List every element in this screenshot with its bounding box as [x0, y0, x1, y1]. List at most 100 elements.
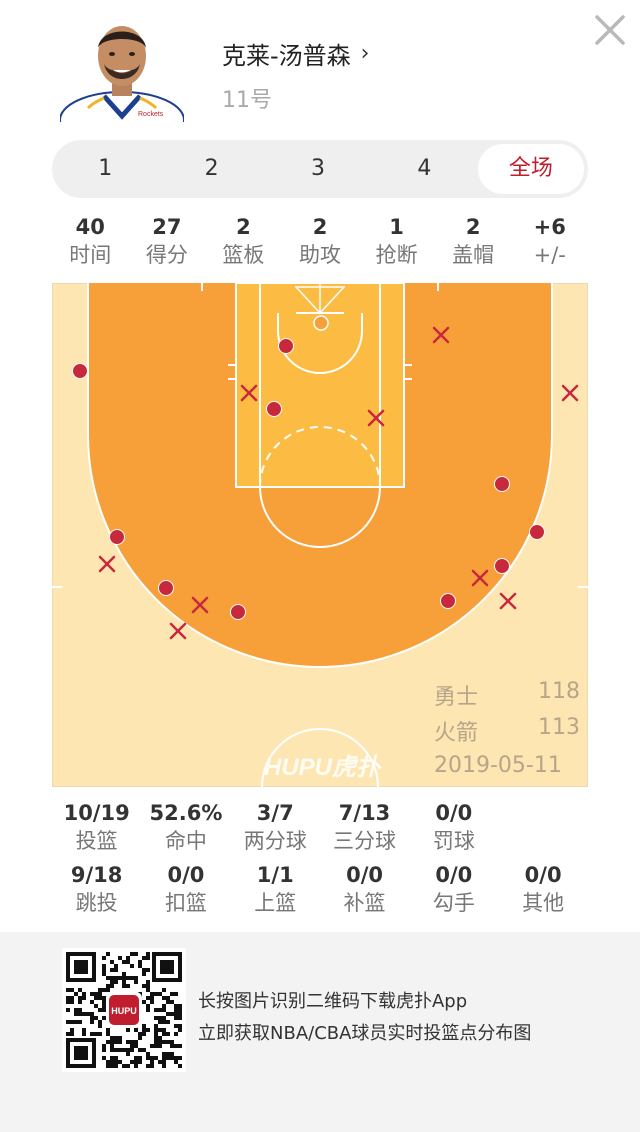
player-name-link[interactable]: 克莱-汤普森 ›: [222, 36, 369, 71]
stat-value: 2: [312, 215, 328, 239]
hupu-logo-icon: [109, 995, 139, 1025]
stat-label: 时间: [69, 243, 112, 267]
stat-points: 27 得分: [129, 214, 206, 270]
shot-markers: [72, 326, 579, 640]
made-shot-marker: [278, 338, 294, 354]
stat-blocks: 2 盖帽: [435, 214, 512, 270]
stat-label: 两分球: [243, 829, 307, 853]
stat-value: 0/0: [167, 863, 205, 887]
missed-shot-marker: [432, 326, 450, 344]
download-footer: HUPU 长按图片识别二维码下载虎扑App 立即获取NBA/CBA球员实时投篮点…: [0, 932, 640, 1132]
made-shot-marker: [109, 529, 125, 545]
stat-value: 1: [389, 215, 404, 239]
made-shot-marker: [72, 363, 88, 379]
made-shot-marker: [494, 558, 510, 574]
stat-minutes: 40 时间: [52, 214, 129, 270]
stat-label: 助攻: [299, 243, 342, 267]
stat-label: +/-: [533, 243, 566, 267]
missed-shot-marker: [499, 592, 517, 610]
shooting-row-2: 9/18 跳投 0/0 扣篮 1/1 上篮 0/0 补篮 0/0 勾手 0/0 其他: [52, 862, 588, 918]
missed-shot-marker: [471, 569, 489, 587]
stat-value: 2: [465, 215, 481, 239]
missed-shot-marker: [367, 409, 385, 427]
stat-2pt: 3/7 两分球: [231, 800, 320, 856]
shooting-row-1: 10/19 投篮 52.6% 命中 3/7 两分球 7/13 三分球 0/0 罚球: [52, 800, 588, 856]
stat-dunk: 0/0 扣篮: [141, 862, 230, 918]
stat-fg: 10/19 投篮: [52, 800, 141, 856]
qr-image: HUPU: [62, 948, 186, 1072]
team2-name: 火箭: [434, 721, 479, 746]
player-name: 克莱-汤普森: [222, 42, 351, 70]
stat-value: 7/13: [338, 801, 391, 825]
stat-3pt: 7/13 三分球: [320, 800, 409, 856]
promo-line-1: 长按图片识别二维码下载虎扑App: [198, 991, 468, 1012]
team2-score: 113: [538, 715, 580, 740]
court-svg: HUPU虎扑: [52, 283, 588, 787]
made-shot-marker: [494, 476, 510, 492]
qr-logo-text: HUPU: [111, 1006, 137, 1016]
stat-label: 扣篮: [164, 891, 207, 915]
shot-chart: HUPU虎扑 勇士 118 火箭 113 2019-05-11: [52, 283, 588, 787]
stat-label: 其他: [522, 891, 565, 915]
stat-steals: 1 抢断: [358, 214, 435, 270]
stat-layup: 1/1 上篮: [231, 862, 320, 918]
team1-score: 118: [538, 679, 580, 704]
stat-hook: 0/0 勾手: [409, 862, 498, 918]
stat-value: +6: [533, 215, 566, 239]
rim: [313, 315, 329, 331]
stat-value: 27: [152, 215, 182, 239]
stat-jumpshot: 9/18 跳投: [52, 862, 141, 918]
chevron-right-icon: ›: [360, 41, 370, 66]
stat-label: 三分球: [333, 829, 397, 853]
tab-full-game[interactable]: 全场: [477, 144, 585, 194]
missed-shot-marker: [191, 596, 209, 614]
missed-shot-marker: [169, 622, 187, 640]
player-header: Rockets 克莱-汤普森 › 11号: [0, 0, 640, 130]
shooting-stats: 10/19 投篮 52.6% 命中 3/7 两分球 7/13 三分球 0/0 罚球 9/1…: [52, 800, 588, 924]
missed-shot-marker: [561, 384, 579, 402]
player-number: 11号: [222, 88, 272, 113]
summary-stats: 40 时间 27 得分 2 篮板 2 助攻 1 抢断 2 盖帽 +6 +/-: [52, 214, 588, 270]
stat-value: 9/18: [70, 863, 123, 887]
stat-value: 1/1: [256, 863, 294, 887]
game-date: 2019-05-11: [434, 753, 562, 778]
close-icon[interactable]: [592, 12, 628, 48]
qr-code[interactable]: HUPU: [62, 948, 186, 1072]
stat-value: 10/19: [63, 801, 130, 825]
stat-label: 抢断: [375, 243, 418, 267]
made-shot-marker: [440, 593, 456, 609]
jersey-text: Rockets: [138, 111, 164, 118]
tab-quarter-1[interactable]: 1: [98, 156, 113, 181]
stat-value: 0/0: [435, 863, 473, 887]
tab-quarter-4[interactable]: 4: [417, 156, 432, 181]
stat-label: 盖帽: [452, 243, 495, 267]
stat-label: 跳投: [75, 891, 118, 915]
promo-line-2: 立即获取NBA/CBA球员实时投篮点分布图: [198, 1023, 532, 1044]
stat-label: 命中: [164, 829, 207, 853]
period-tabs: 1 2 3 4 全场: [52, 140, 588, 198]
made-shot-marker: [230, 604, 246, 620]
stat-tipin: 0/0 补篮: [320, 862, 409, 918]
missed-shot-marker: [240, 384, 258, 402]
made-shot-marker: [529, 524, 545, 540]
stat-label: 上篮: [254, 891, 297, 915]
stat-value: 2: [236, 215, 251, 239]
stat-label: 篮板: [222, 243, 265, 267]
tab-quarter-3[interactable]: 3: [311, 156, 326, 181]
stat-rebounds: 2 篮板: [205, 214, 282, 270]
stat-value: 52.6%: [149, 801, 223, 825]
stat-value: 3/7: [256, 801, 294, 825]
missed-shot-marker: [98, 555, 116, 573]
made-shot-marker: [266, 401, 282, 417]
team1-name: 勇士: [434, 685, 479, 710]
stat-value: 0/0: [346, 863, 383, 887]
stat-label: 补篮: [343, 891, 386, 915]
watermark: HUPU虎扑: [264, 754, 382, 781]
stat-other: 0/0 其他: [498, 862, 587, 918]
stat-assists: 2 助攻: [282, 214, 359, 270]
stat-value: 0/0: [524, 863, 562, 887]
stat-ft: 0/0 罚球: [409, 800, 498, 856]
tab-quarter-2[interactable]: 2: [204, 156, 219, 181]
stat-value: 0/0: [435, 801, 473, 825]
stat-label: 得分: [145, 243, 188, 267]
